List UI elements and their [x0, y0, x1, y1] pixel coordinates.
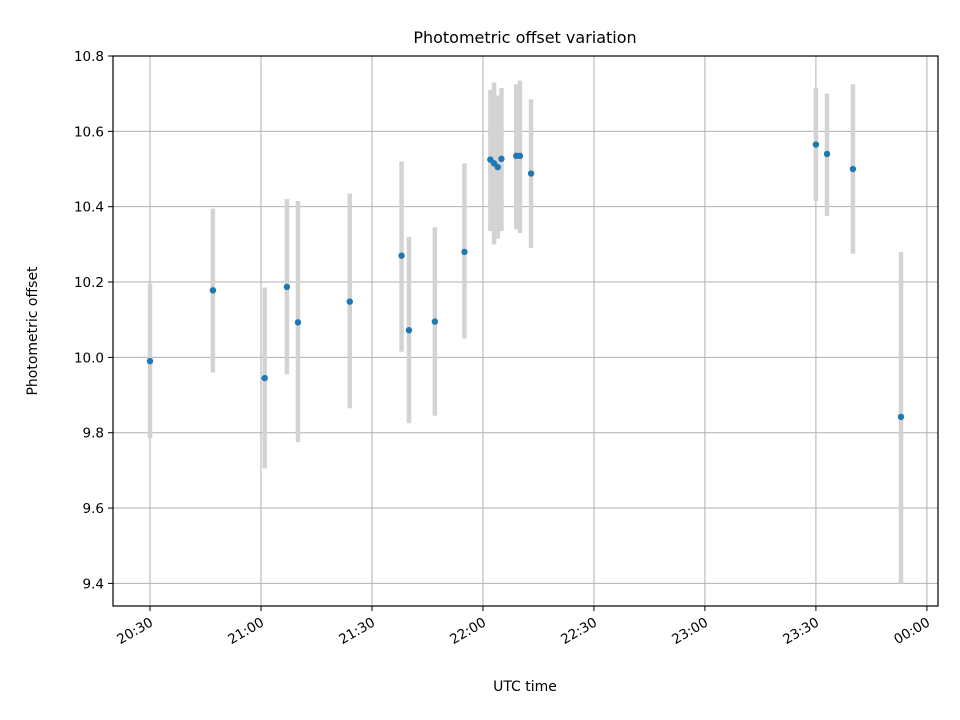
y-tick-label: 9.8 — [83, 426, 104, 442]
grid — [113, 55, 938, 606]
data-point — [405, 327, 413, 334]
data-point — [209, 287, 217, 294]
data-point — [897, 413, 905, 421]
y-tick-label: 10.8 — [74, 49, 104, 65]
data-point — [812, 141, 820, 148]
data-point — [849, 165, 857, 173]
y-tick-label: 10.4 — [74, 200, 104, 216]
data-point — [527, 170, 535, 177]
data-point — [146, 357, 154, 365]
data-point — [823, 150, 831, 158]
data-points — [146, 141, 905, 421]
chart-title: Photometric offset variation — [413, 28, 636, 47]
data-point — [283, 283, 291, 291]
data-point — [261, 374, 268, 382]
y-tick-label: 9.4 — [83, 576, 104, 592]
data-point — [294, 319, 302, 326]
data-point — [431, 318, 439, 325]
data-point — [516, 152, 524, 160]
y-tick-label: 10.6 — [74, 124, 104, 140]
data-point — [498, 155, 505, 163]
data-point — [494, 163, 501, 171]
y-tick-label: 9.6 — [83, 501, 104, 517]
y-axis-label: Photometric offset — [25, 266, 41, 396]
x-axis-label: UTC time — [493, 679, 557, 695]
data-point — [346, 298, 353, 305]
plot-area-frame — [112, 55, 939, 607]
y-axis-ticks: 9.4 9.6 9.8 10.0 10.2 10.4 10.6 10.8 — [74, 49, 113, 592]
data-point — [461, 248, 468, 256]
y-tick-label: 10.0 — [74, 350, 104, 366]
data-point — [398, 252, 405, 259]
y-tick-label: 10.2 — [74, 275, 104, 291]
